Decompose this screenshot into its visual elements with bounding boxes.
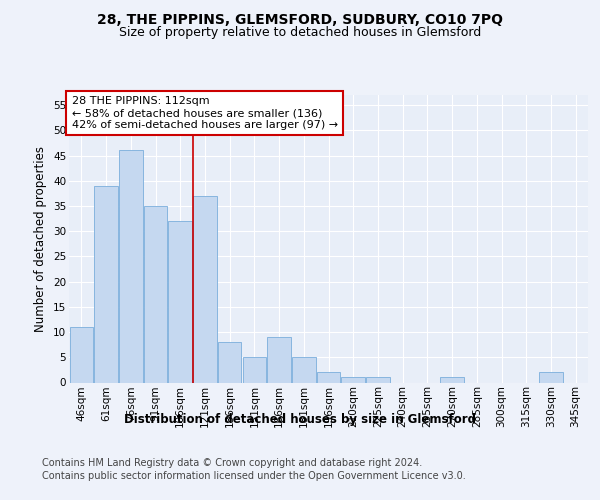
Text: 28, THE PIPPINS, GLEMSFORD, SUDBURY, CO10 7PQ: 28, THE PIPPINS, GLEMSFORD, SUDBURY, CO1…: [97, 12, 503, 26]
Bar: [242, 358, 266, 382]
Text: Size of property relative to detached houses in Glemsford: Size of property relative to detached ho…: [119, 26, 481, 39]
Bar: [366, 378, 389, 382]
Bar: [218, 342, 241, 382]
Bar: [341, 378, 365, 382]
Text: Contains public sector information licensed under the Open Government Licence v3: Contains public sector information licen…: [42, 471, 466, 481]
Text: Contains HM Land Registry data © Crown copyright and database right 2024.: Contains HM Land Registry data © Crown c…: [42, 458, 422, 468]
Y-axis label: Number of detached properties: Number of detached properties: [34, 146, 47, 332]
Bar: [119, 150, 143, 382]
Bar: [440, 378, 464, 382]
Bar: [169, 221, 192, 382]
Text: Distribution of detached houses by size in Glemsford: Distribution of detached houses by size …: [124, 412, 476, 426]
Bar: [144, 206, 167, 382]
Text: 28 THE PIPPINS: 112sqm
← 58% of detached houses are smaller (136)
42% of semi-de: 28 THE PIPPINS: 112sqm ← 58% of detached…: [71, 96, 338, 130]
Bar: [193, 196, 217, 382]
Bar: [292, 358, 316, 382]
Bar: [94, 186, 118, 382]
Bar: [317, 372, 340, 382]
Bar: [268, 337, 291, 382]
Bar: [70, 327, 93, 382]
Bar: [539, 372, 563, 382]
